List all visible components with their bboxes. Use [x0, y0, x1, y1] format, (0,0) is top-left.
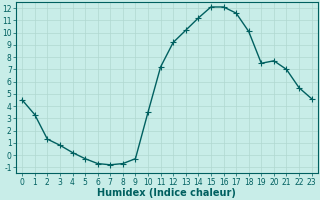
- X-axis label: Humidex (Indice chaleur): Humidex (Indice chaleur): [98, 188, 236, 198]
